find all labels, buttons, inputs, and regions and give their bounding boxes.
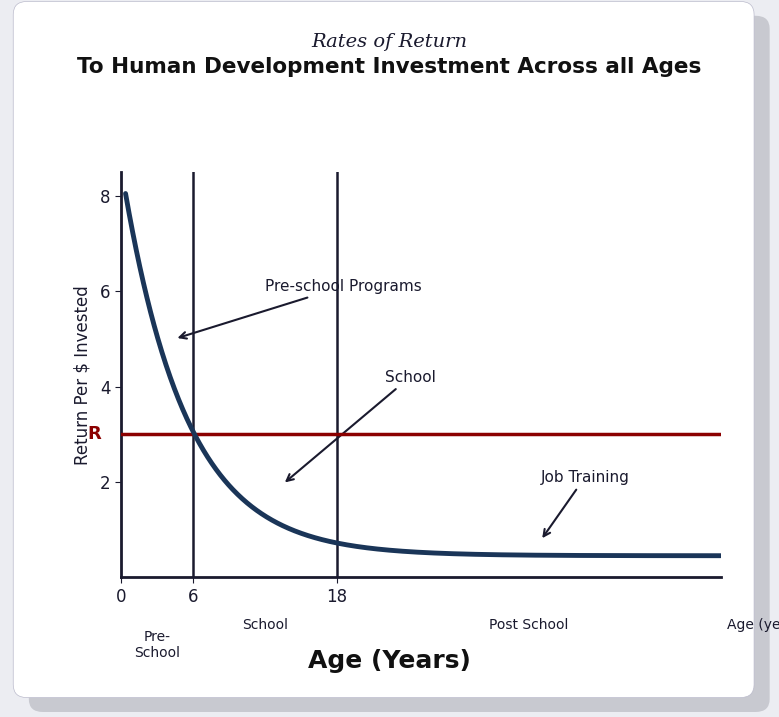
Text: Age (Years): Age (Years)	[308, 649, 471, 673]
Text: Pre-
School: Pre- School	[134, 630, 180, 660]
Text: R: R	[87, 425, 101, 443]
Text: Post School: Post School	[489, 618, 569, 632]
Y-axis label: Return Per $ Invested: Return Per $ Invested	[73, 285, 91, 465]
Text: School: School	[241, 618, 287, 632]
Text: School: School	[287, 369, 435, 481]
Text: Rates of Return: Rates of Return	[312, 32, 467, 51]
Text: To Human Development Investment Across all Ages: To Human Development Investment Across a…	[77, 57, 702, 77]
FancyBboxPatch shape	[13, 1, 754, 698]
Text: Age (years): Age (years)	[727, 618, 779, 632]
Text: Job Training: Job Training	[541, 470, 629, 536]
Text: Pre-school Programs: Pre-school Programs	[180, 279, 421, 338]
FancyBboxPatch shape	[29, 16, 770, 712]
